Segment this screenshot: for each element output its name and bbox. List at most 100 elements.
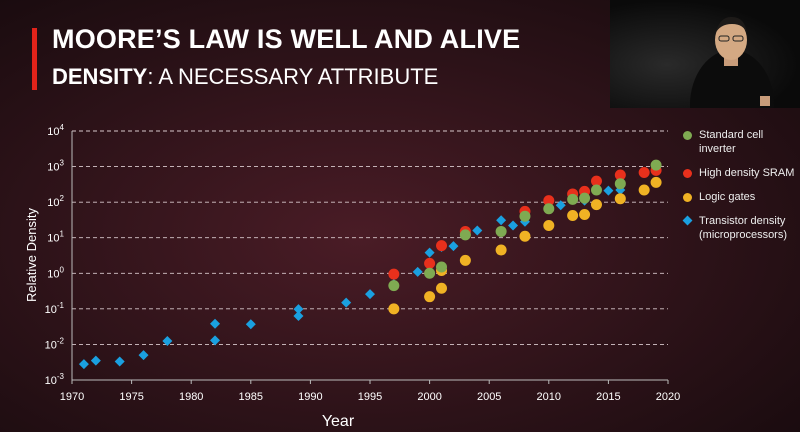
point-high-density-sram	[388, 268, 400, 280]
y-tick-label: 10-2	[45, 336, 65, 351]
point-logic-gates	[590, 199, 602, 211]
point-standard-cell-inverter	[424, 267, 436, 279]
point-standard-cell-inverter	[519, 210, 531, 222]
point-logic-gates	[495, 244, 507, 256]
y-tick-label: 103	[47, 159, 64, 174]
point-standard-cell-inverter	[579, 192, 591, 204]
point-high-density-sram	[436, 240, 448, 252]
point-transistor-density	[210, 335, 221, 346]
point-high-density-sram	[614, 169, 626, 181]
point-transistor-density	[365, 289, 375, 300]
point-transistor-density	[162, 335, 173, 346]
point-standard-cell-inverter	[459, 229, 471, 241]
legend-dot-logic	[683, 193, 692, 202]
legend-dot-standard-cell	[683, 131, 692, 140]
point-logic-gates	[543, 220, 555, 232]
point-logic-gates	[614, 193, 626, 205]
x-tick-label: 1990	[298, 391, 322, 403]
x-tick-label: 1995	[358, 391, 382, 403]
point-logic-gates	[436, 282, 448, 294]
point-high-density-sram	[590, 175, 602, 187]
y-tick-labels: 104 103 102 101 100 10-1 10-2 10-3	[45, 123, 65, 387]
legend-item-sram: High density SRAM	[683, 166, 800, 180]
speaker-figure	[690, 16, 774, 108]
point-high-density-sram	[424, 257, 436, 269]
slide-subtitle: DENSITY: A NECESSARY ATTRIBUTE	[52, 64, 438, 90]
speaker-video-overlay	[610, 0, 800, 108]
x-tick-label: 1975	[119, 391, 143, 403]
legend-diamond-transistor	[682, 215, 693, 226]
y-tick-label: 101	[47, 230, 64, 245]
point-logic-gates	[567, 210, 579, 222]
x-axis-label: Year	[322, 413, 355, 430]
point-standard-cell-inverter	[590, 184, 602, 196]
chart-legend: Standard cell inverter High density SRAM…	[682, 128, 800, 252]
point-high-density-sram	[543, 195, 555, 207]
point-transistor-density	[341, 297, 352, 308]
point-standard-cell-inverter	[567, 193, 579, 205]
point-transistor-density	[293, 310, 304, 321]
point-transistor-density	[78, 359, 89, 370]
subtitle-rest: : A NECESSARY ATTRIBUTE	[147, 64, 439, 89]
point-transistor-density	[412, 266, 423, 277]
legend-label-sram: High density SRAM	[699, 167, 795, 179]
legend-item-transistor: Transistor density (microprocessors)	[682, 214, 800, 242]
legend-label-transistor: Transistor density	[699, 215, 786, 227]
legend-item-standard-cell: Standard cell inverter	[683, 128, 800, 156]
point-standard-cell-inverter	[614, 178, 626, 190]
legend-item-logic: Logic gates	[683, 190, 800, 204]
point-standard-cell-inverter	[650, 159, 662, 171]
point-transistor-density	[472, 225, 483, 236]
point-transistor-density	[424, 247, 435, 258]
point-transistor-density	[555, 200, 566, 211]
point-logic-gates	[650, 176, 662, 188]
data-points	[78, 159, 662, 370]
x-tick-label: 1980	[179, 391, 203, 403]
point-transistor-density	[245, 319, 256, 330]
point-transistor-density	[90, 355, 101, 366]
subtitle-keyword: DENSITY	[52, 64, 148, 89]
point-logic-gates	[519, 230, 531, 242]
x-tick-label: 2000	[417, 391, 441, 403]
point-logic-gates	[579, 208, 591, 220]
point-logic-gates	[459, 254, 471, 266]
point-transistor-density	[114, 356, 125, 367]
point-standard-cell-inverter	[495, 225, 507, 237]
y-axis-label: Relative Density	[24, 208, 39, 302]
axes	[71, 131, 669, 384]
x-tick-labels: 1970 1975 1980 1985 1990 1995 2000 2005 2010 2015…	[60, 391, 680, 403]
point-transistor-density	[138, 350, 149, 361]
legend-label-standard-cell: Standard cell inverter	[699, 129, 764, 155]
x-tick-label: 1985	[239, 391, 263, 403]
point-transistor-density	[603, 185, 614, 196]
point-transistor-density	[448, 241, 459, 252]
point-transistor-density	[496, 215, 507, 226]
point-transistor-density	[293, 304, 304, 315]
legend-label-logic: Logic gates	[699, 191, 756, 203]
point-transistor-density	[210, 318, 221, 329]
x-tick-label: 1970	[60, 391, 84, 403]
slide-title: MOORE’S LAW IS WELL AND ALIVE	[52, 24, 521, 54]
grid-lines	[72, 130, 668, 345]
y-tick-label: 100	[47, 265, 64, 280]
point-standard-cell-inverter	[388, 280, 400, 292]
point-logic-gates	[638, 184, 650, 196]
point-logic-gates	[388, 303, 400, 315]
legend-dot-sram	[683, 169, 692, 178]
point-logic-gates	[424, 291, 436, 303]
legend-label-transistor-line2: (microprocessors)	[699, 229, 788, 241]
point-standard-cell-inverter	[436, 261, 448, 273]
point-transistor-density	[508, 220, 519, 231]
y-tick-label: 10-3	[45, 372, 65, 387]
point-standard-cell-inverter	[543, 203, 555, 215]
x-tick-label: 2005	[477, 391, 501, 403]
x-tick-label: 2010	[537, 391, 561, 403]
y-tick-label: 102	[47, 194, 64, 209]
x-tick-label: 2015	[596, 391, 620, 403]
y-tick-label: 104	[47, 123, 64, 138]
title-accent-bar	[32, 28, 37, 90]
point-high-density-sram	[638, 167, 650, 179]
y-tick-label: 10-1	[45, 301, 65, 316]
x-tick-label: 2020	[656, 391, 680, 403]
